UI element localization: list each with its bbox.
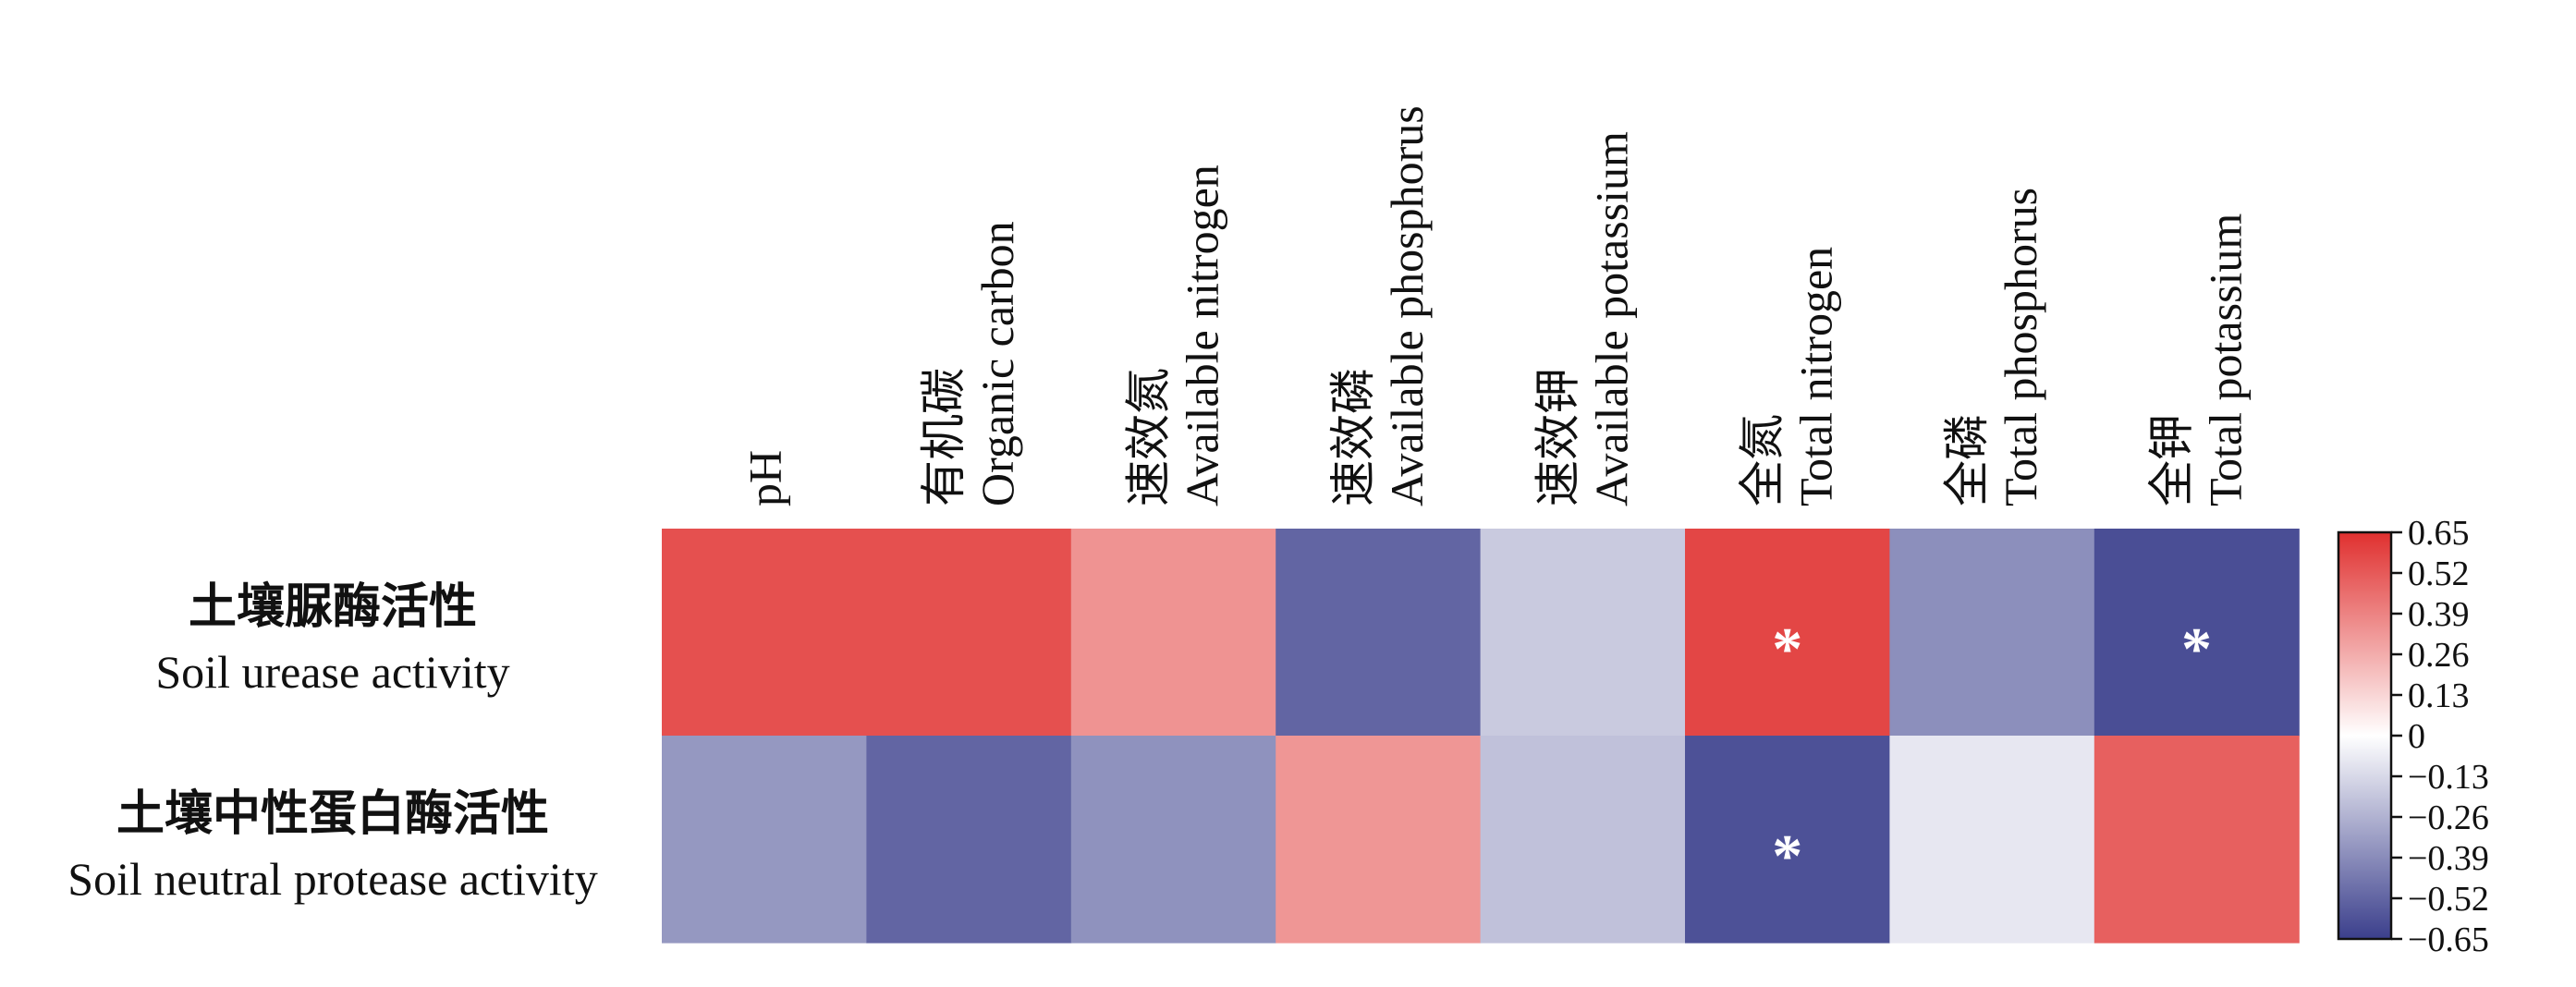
- row-label-en: Soil neutral protease activity: [67, 853, 597, 905]
- colorbar-tick-label: 0.39: [2408, 595, 2470, 634]
- significance-mark: *: [2181, 615, 2212, 683]
- column-label-en: pH: [739, 450, 791, 506]
- heatmap-cell: [1070, 736, 1276, 944]
- heatmap-cell: [1070, 529, 1276, 737]
- colorbar: 0.650.520.390.260.130−0.13−0.26−0.39−0.5…: [2337, 514, 2489, 959]
- heatmap-cell: [662, 529, 867, 737]
- colorbar-gradient: [2337, 530, 2393, 941]
- column-labels: pH 有机碳 Organic carbon 速效氮 Available nitrogen…: [739, 105, 2252, 506]
- colorbar-tick-label: 0: [2408, 717, 2425, 756]
- heatmap-cell: [2094, 529, 2300, 737]
- column-label-cn: 速效磷: [1327, 368, 1379, 506]
- heatmap-cells: * * *: [662, 529, 2300, 944]
- colorbar-tick-label: −0.39: [2408, 839, 2489, 878]
- colorbar-tick-label: −0.65: [2408, 920, 2489, 959]
- colorbar-tick-label: −0.52: [2408, 880, 2489, 919]
- column-label-cn: 速效钾: [1532, 368, 1583, 506]
- column-label-en: Available nitrogen: [1177, 164, 1228, 506]
- heatmap-cell: [1685, 736, 1890, 944]
- heatmap-cell: [1480, 736, 1686, 944]
- colorbar-tick-label: 0.52: [2408, 554, 2470, 593]
- column-label-cn: 速效氮: [1123, 368, 1175, 506]
- column-label-en: Total nitrogen: [1790, 247, 1842, 506]
- heatmap-cell: [866, 736, 1072, 944]
- colorbar-tick-label: 0.65: [2408, 514, 2470, 553]
- heatmap-cell: [1685, 529, 1890, 737]
- heatmap-cell: [1889, 736, 2095, 944]
- colorbar-tick-label: 0.13: [2408, 676, 2470, 715]
- column-label-en: Organic carbon: [971, 221, 1023, 506]
- row-labels: 土壤脲酶活性 Soil urease activity 土壤中性蛋白酶活性 Soil …: [67, 580, 597, 905]
- colorbar-tick-label: 0.26: [2408, 636, 2470, 675]
- significance-mark: *: [1772, 615, 1802, 683]
- column-label-en: Available phosphorus: [1381, 105, 1433, 506]
- heatmap-cell: [1276, 736, 1482, 944]
- column-label-en: Total phosphorus: [1995, 188, 2046, 506]
- column-label-cn: 有机碳: [918, 368, 970, 506]
- column-label-en: Total potassium: [2200, 213, 2252, 506]
- heatmap-cell: [662, 736, 867, 944]
- row-label-cn: 土壤中性蛋白酶活性: [116, 787, 549, 841]
- column-label-cn: 全磷: [1941, 414, 1993, 506]
- colorbar-tick-label: −0.26: [2408, 798, 2489, 837]
- column-label-cn: 全氮: [1737, 414, 1789, 506]
- row-label-cn: 土壤脲酶活性: [189, 580, 477, 634]
- column-label-cn: 全钾: [2146, 414, 2198, 506]
- heatmap-cell: [866, 529, 1072, 737]
- row-label-en: Soil urease activity: [155, 646, 509, 698]
- heatmap-cell: [1276, 529, 1482, 737]
- heatmap-cell: [1889, 529, 2095, 737]
- colorbar-tick-label: −0.13: [2408, 758, 2489, 797]
- heatmap-cell: [2094, 736, 2300, 944]
- heatmap-cell: [1480, 529, 1686, 737]
- column-label-en: Available potassium: [1585, 131, 1637, 506]
- significance-mark: *: [1772, 822, 1802, 890]
